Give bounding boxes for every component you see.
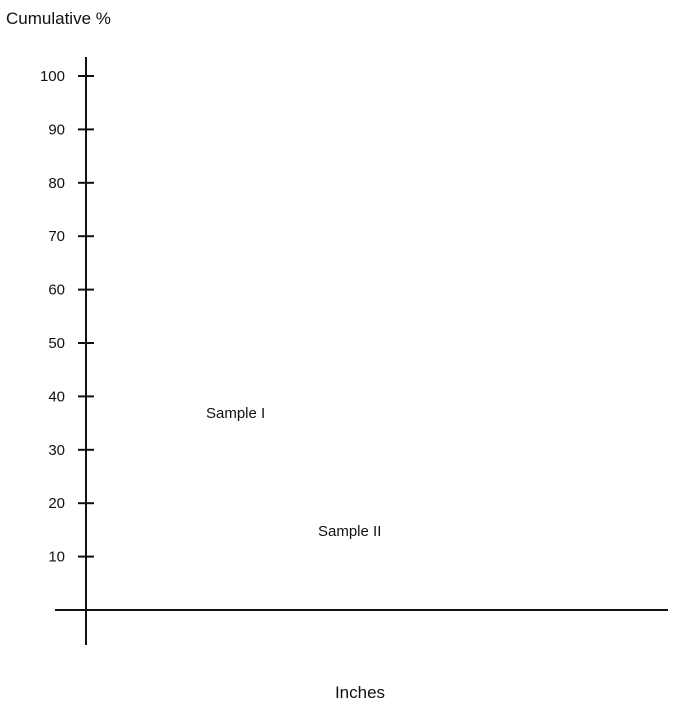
series-label-sample-1: Sample I	[206, 405, 265, 422]
x-axis-title: Inches	[335, 683, 385, 702]
y-tick-label: 70	[48, 228, 65, 245]
y-tick-label: 50	[48, 335, 65, 352]
y-tick-label: 100	[40, 68, 65, 85]
y-tick-label: 20	[48, 495, 65, 512]
y-axis-title: Cumulative %	[6, 9, 111, 28]
y-tick-label: 80	[48, 175, 65, 192]
y-tick-label: 90	[48, 121, 65, 138]
y-tick-label: 40	[48, 388, 65, 405]
y-tick-label: 60	[48, 282, 65, 299]
y-axis-ticks: 10 20 30 40 50 60 70 80 90 100	[40, 68, 94, 566]
series-label-sample-2: Sample II	[318, 523, 381, 540]
y-tick-label: 10	[48, 549, 65, 566]
y-tick-label: 30	[48, 442, 65, 459]
